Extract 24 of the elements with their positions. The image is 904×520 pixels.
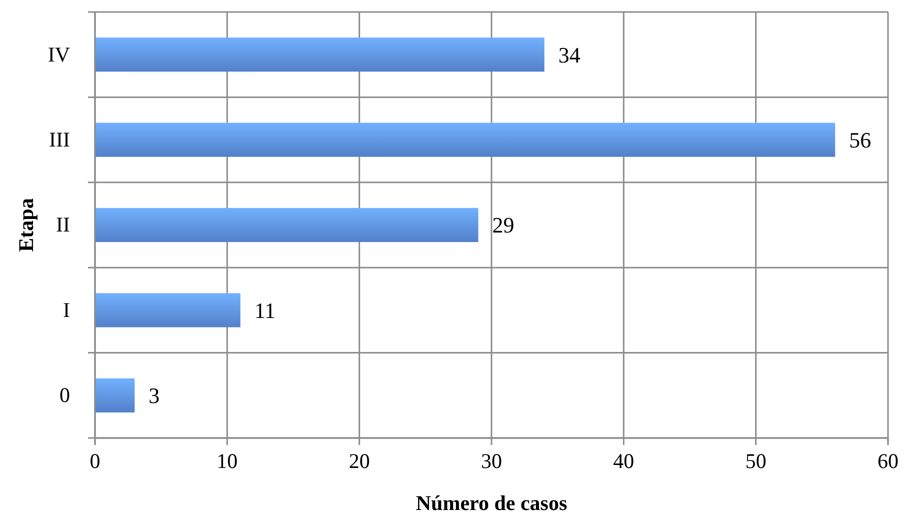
data-label: 29 [492,212,514,238]
x-tick-label: 40 [613,448,634,473]
y-tick-label: II [56,212,70,237]
x-tick-label: 30 [481,448,502,473]
data-label: 11 [254,298,276,323]
bar [95,378,135,412]
data-label: 3 [148,383,160,408]
y-tick-label: III [49,128,70,152]
data-label: 34 [558,42,580,68]
x-axis-title: Número de casos [416,491,568,515]
y-tick-label: I [63,298,70,322]
y-axis-title: Etapa [14,198,38,252]
x-tick-label: 20 [348,448,370,473]
x-tick-label: 60 [878,448,898,473]
y-tick-label: IV [48,42,70,66]
x-tick-label: 0 [90,448,100,473]
y-tick-label: 0 [60,383,70,408]
bar [95,122,836,157]
bar [95,293,240,328]
x-tick-label: 50 [745,448,766,473]
x-tick-label: 10 [216,448,238,473]
bar [95,208,478,242]
bar [95,38,544,72]
data-label: 56 [849,128,872,152]
